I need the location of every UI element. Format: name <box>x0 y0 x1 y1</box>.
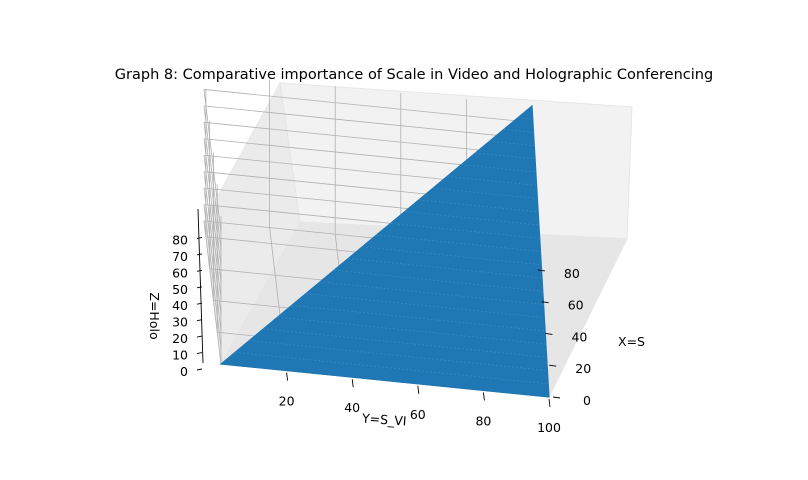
surface-mesh-line <box>433 187 538 199</box>
z-tick-label: 0 <box>180 364 188 379</box>
surface-mesh-line <box>334 269 543 292</box>
z-tick-mark <box>196 352 203 354</box>
z-tick-label: 40 <box>172 298 188 313</box>
surface-mesh-line <box>517 117 533 120</box>
surface-mesh-line <box>447 176 537 186</box>
back-grid-line-z <box>203 89 533 123</box>
z-axis-label: Z=Holo <box>147 292 162 339</box>
side-grid-line-z <box>203 204 222 348</box>
z-tick-mark <box>196 286 203 289</box>
surface-mesh-line <box>348 258 543 279</box>
side-grid-line-z <box>203 171 222 315</box>
y-tick-label: 20 <box>279 394 295 409</box>
surface-mesh-line <box>489 140 535 146</box>
z-tick-mark <box>196 237 203 239</box>
x-tick-mark <box>549 364 557 367</box>
side-grid-line-z <box>203 155 222 299</box>
z-tick-mark <box>196 269 203 272</box>
x-tick-label: 20 <box>575 361 591 376</box>
surface-mesh-line <box>376 234 541 252</box>
x-tick-mark <box>545 332 553 335</box>
x-tick-label: 40 <box>571 329 587 344</box>
x-tick-mark <box>541 301 549 304</box>
x-tick-mark <box>537 269 545 272</box>
side-grid-line-z <box>203 122 222 266</box>
surface-mesh-line <box>461 164 536 173</box>
x-tick-mark <box>552 396 561 399</box>
z-tick-label: 70 <box>172 249 188 264</box>
y-tick-label: 100 <box>537 420 561 435</box>
surface-mesh-line <box>277 316 546 345</box>
y-tick-mark <box>482 392 485 401</box>
y-tick-mark <box>286 372 289 381</box>
y-tick-mark <box>548 398 551 408</box>
z-tick-label: 30 <box>172 315 188 330</box>
z-tick-label: 80 <box>172 232 188 247</box>
surface-mesh-line <box>319 281 544 305</box>
x-tick-label: 60 <box>568 298 584 313</box>
z-axis-spine <box>197 208 204 364</box>
x-tick-label: 0 <box>583 393 591 408</box>
side-grid-line-z <box>203 188 222 332</box>
y-tick-label: 60 <box>410 407 426 422</box>
z-tick-mark <box>196 302 203 305</box>
z-tick-label: 10 <box>172 348 188 363</box>
surface-mesh-line <box>235 351 549 385</box>
back-grid-line-z <box>203 105 533 140</box>
surface-mesh-line <box>263 328 547 358</box>
chart-title: Graph 8: Comparative importance of Scale… <box>115 67 713 83</box>
y-axis-label: Y=S_VI <box>361 410 407 428</box>
z-tick-mark <box>196 368 203 371</box>
z-tick-mark <box>196 319 203 322</box>
surface-plot <box>219 104 550 398</box>
surface-mesh-line <box>390 222 540 239</box>
surface-mesh-line <box>404 211 539 226</box>
y-tick-label: 80 <box>475 413 491 428</box>
z-tick-label: 60 <box>172 265 188 280</box>
z-tick-mark <box>196 335 203 338</box>
y-tick-mark <box>417 385 420 394</box>
x-tick-label: 80 <box>564 266 580 281</box>
surface-mesh-line <box>291 305 546 332</box>
z-tick-label: 50 <box>172 282 188 297</box>
side-grid-line-z <box>203 89 222 233</box>
surface-mesh-line <box>503 129 534 133</box>
z-tick-label: 20 <box>172 331 188 346</box>
side-grid-line-z <box>203 138 222 282</box>
surface-mesh <box>235 117 549 385</box>
y-tick-label: 40 <box>344 400 360 415</box>
back-grid-line-z <box>203 121 533 156</box>
side-grid-line-z <box>203 105 222 249</box>
y-tick-mark <box>351 379 354 388</box>
z-tick-mark <box>196 253 203 256</box>
side-grid-line-z <box>203 220 222 365</box>
x-axis-label: X=S <box>618 334 645 349</box>
